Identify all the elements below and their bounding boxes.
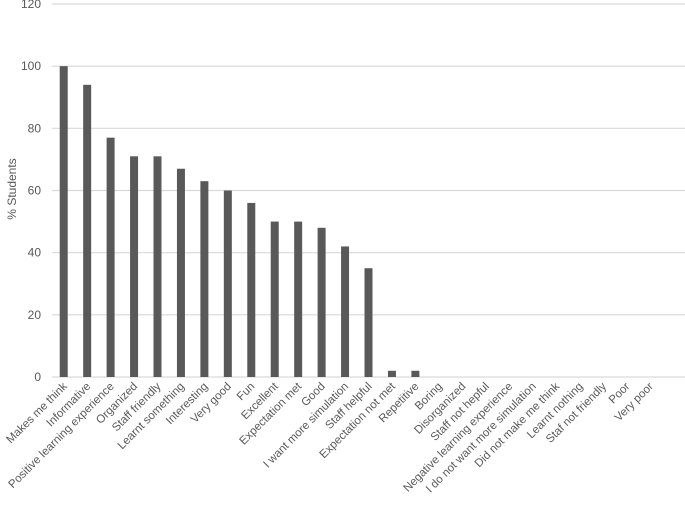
y-tick-label: 20 (28, 308, 42, 322)
bar (106, 137, 115, 377)
bar (130, 156, 139, 377)
bar (153, 156, 162, 377)
bar (364, 268, 373, 377)
bar (341, 246, 350, 377)
bar (59, 66, 68, 378)
y-tick-label: 100 (21, 59, 41, 73)
bar (223, 190, 232, 377)
y-tick-label: 120 (21, 0, 41, 11)
y-tick-label: 80 (28, 121, 42, 135)
y-tick-label: 60 (28, 184, 42, 198)
y-axis-ticks: 0 20 40 60 80 100 120 (21, 0, 41, 384)
bar (83, 84, 92, 378)
bar (387, 370, 396, 377)
bar (176, 168, 185, 377)
bar (294, 221, 303, 377)
bar (270, 221, 279, 377)
bar (200, 181, 209, 377)
y-axis-title: % Students (5, 158, 19, 220)
bar (247, 202, 256, 377)
y-tick-label: 0 (34, 370, 41, 384)
bar (411, 370, 420, 377)
bars (59, 66, 420, 378)
bar (317, 227, 326, 377)
y-tick-label: 40 (28, 246, 42, 260)
